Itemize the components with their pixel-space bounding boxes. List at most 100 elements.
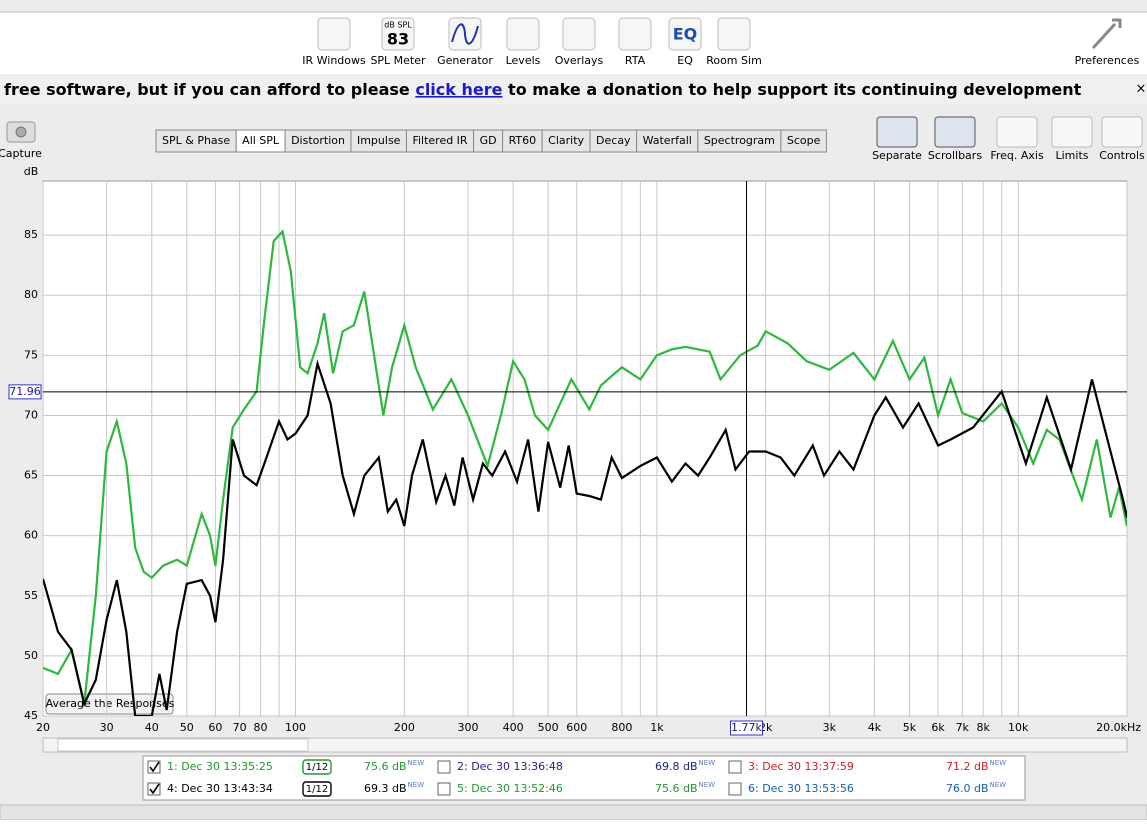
average-button[interactable] — [45, 693, 174, 715]
tab-label[interactable]: All SPL — [242, 134, 280, 147]
view-icon[interactable] — [876, 116, 918, 148]
x-tick-label: 30 — [100, 721, 114, 734]
x-tick-label: 300 — [457, 721, 478, 734]
x-tick-label: 1k — [650, 721, 664, 734]
view-label[interactable]: Freq. Axis — [990, 149, 1044, 162]
tool-label[interactable]: Levels — [506, 54, 541, 67]
view-icon[interactable] — [934, 116, 976, 148]
legend-checkbox[interactable] — [437, 760, 451, 774]
view-label[interactable]: Separate — [872, 149, 922, 162]
y-axis-label: dB — [24, 165, 39, 178]
legend-label[interactable]: 5: Dec 30 13:52:46 — [457, 782, 563, 795]
legend-label[interactable]: 2: Dec 30 13:36:48 — [457, 760, 563, 773]
capture-label[interactable]: Capture — [0, 147, 42, 160]
tool-icon[interactable] — [317, 17, 351, 51]
x-tick-label: 40 — [145, 721, 159, 734]
tab-label[interactable]: SPL & Phase — [162, 134, 230, 147]
x-tick-label: 70 — [233, 721, 247, 734]
tool-icon[interactable] — [562, 17, 596, 51]
legend-badge: NEW — [408, 781, 425, 789]
legend-label[interactable]: 3: Dec 30 13:37:59 — [748, 760, 854, 773]
tool-label[interactable]: Overlays — [555, 54, 604, 67]
prefs-wrench — [1091, 18, 1122, 50]
legend-label[interactable]: 1: Dec 30 13:35:25 — [167, 760, 273, 773]
legend-badge: NEW — [699, 759, 716, 767]
view-label[interactable]: Scrollbars — [928, 149, 982, 162]
legend-check — [149, 783, 160, 795]
view-label[interactable]: Limits — [1056, 149, 1089, 162]
x-tick-label: 500 — [538, 721, 559, 734]
series-line — [43, 359, 1127, 716]
smoothing-box — [302, 781, 332, 797]
legend-checkbox[interactable] — [728, 782, 742, 796]
tab[interactable] — [780, 129, 827, 153]
eq-icon-text: EQ — [673, 25, 698, 44]
tool-label[interactable]: EQ — [677, 54, 693, 67]
spl-reading: 83 — [387, 30, 409, 49]
legend-label[interactable]: 6: Dec 30 13:53:56 — [748, 782, 854, 795]
x-tick-label: 400 — [503, 721, 524, 734]
banner-close[interactable]: × — [1136, 82, 1147, 97]
tab-label[interactable]: Clarity — [548, 134, 584, 147]
x-tick-label: 7k — [956, 721, 970, 734]
generator-wave — [451, 23, 479, 45]
y-tick-label: 45 — [24, 709, 38, 722]
tab-label[interactable]: Scope — [787, 134, 821, 147]
cursor-x-box — [729, 720, 763, 736]
tool-icon[interactable] — [618, 17, 652, 51]
tool-icon[interactable] — [668, 17, 702, 51]
tool-icon[interactable] — [717, 17, 751, 51]
smoothing-label: 1/12 — [306, 784, 328, 795]
legend-badge: NEW — [408, 759, 425, 767]
y-tick-label: 80 — [24, 288, 38, 301]
tab-label[interactable]: Waterfall — [643, 134, 692, 147]
tab-label[interactable]: GD — [480, 134, 497, 147]
x-tick-label: 6k — [931, 721, 945, 734]
tool-label[interactable]: IR Windows — [302, 54, 366, 67]
x-tick-label: 800 — [611, 721, 632, 734]
scroll-thumb[interactable] — [57, 738, 309, 752]
legend-check — [149, 761, 160, 773]
legend-checkbox[interactable] — [437, 782, 451, 796]
x-tick-label: 50 — [180, 721, 194, 734]
cursor-y-box — [8, 384, 42, 400]
view-label[interactable]: Controls — [1099, 149, 1145, 162]
tool-label[interactable]: RTA — [625, 54, 646, 67]
legend-panel — [142, 755, 1026, 801]
view-icon[interactable] — [1101, 116, 1143, 148]
tool-icon[interactable] — [506, 17, 540, 51]
y-tick-label: 85 — [24, 228, 38, 241]
legend-value: 71.2 dB — [946, 760, 989, 773]
y-tick-label: 50 — [24, 649, 38, 662]
donate-link[interactable]: click here — [415, 80, 502, 99]
tab-label[interactable]: Spectrogram — [704, 134, 775, 147]
x-tick-label: 4k — [868, 721, 882, 734]
tab-label[interactable]: RT60 — [509, 134, 537, 147]
x-tick-label: 60 — [208, 721, 222, 734]
legend-value: 75.6 dB — [655, 782, 698, 795]
status-bar — [0, 804, 1147, 821]
x-tick-label: 600 — [566, 721, 587, 734]
tool-label[interactable]: Generator — [437, 54, 493, 67]
series-line — [43, 229, 1127, 705]
tab-label[interactable]: Distortion — [291, 134, 345, 147]
legend-label[interactable]: 4: Dec 30 13:43:34 — [167, 782, 273, 795]
view-icon[interactable] — [996, 116, 1038, 148]
x-tick-label: 10k — [1008, 721, 1029, 734]
tool-label[interactable]: Room Sim — [706, 54, 762, 67]
legend-badge: NEW — [990, 759, 1007, 767]
y-tick-label: 75 — [24, 348, 38, 361]
view-icon[interactable] — [1051, 116, 1093, 148]
legend-value: 76.0 dB — [946, 782, 989, 795]
average-button-label[interactable]: Average the Responses — [46, 697, 175, 710]
tab-label[interactable]: Filtered IR — [412, 134, 467, 147]
scrollbar[interactable] — [42, 737, 1128, 753]
prefs-label[interactable]: Preferences — [1075, 54, 1140, 67]
tool-icon[interactable] — [381, 17, 415, 51]
x-tick-label: 5k — [903, 721, 917, 734]
legend-checkbox[interactable] — [728, 760, 742, 774]
tool-label[interactable]: SPL Meter — [370, 54, 426, 67]
tab-label[interactable]: Decay — [596, 134, 631, 147]
tab-label[interactable]: Impulse — [357, 134, 401, 147]
